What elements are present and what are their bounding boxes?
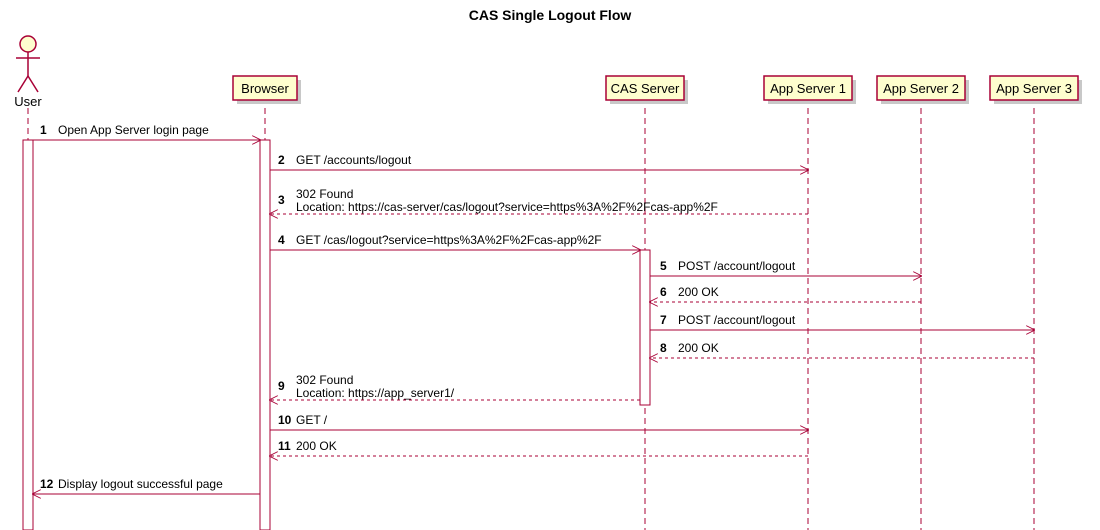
msg-num-4: 4	[278, 233, 285, 247]
msg-text-4-0: GET /cas/logout?service=https%3A%2F%2Fca…	[296, 233, 602, 247]
msg-num-2: 2	[278, 153, 285, 167]
msg-text-3-0: 302 Found	[296, 187, 353, 201]
activation-user	[23, 140, 33, 530]
msg-num-12: 12	[40, 477, 54, 491]
participant-label-a1: App Server 1	[770, 81, 846, 96]
msg-text-7-0: POST /account/logout	[678, 313, 796, 327]
participant-label-a2: App Server 2	[883, 81, 959, 96]
msg-num-11: 11	[278, 439, 291, 453]
msg-text-9-0: 302 Found	[296, 373, 353, 387]
msg-num-3: 3	[278, 193, 285, 207]
activation-brw	[260, 140, 270, 530]
msg-text-11-0: 200 OK	[296, 439, 337, 453]
participant-label-brw: Browser	[241, 81, 289, 96]
msg-num-9: 9	[278, 379, 285, 393]
participant-label-cas: CAS Server	[611, 81, 680, 96]
msg-num-5: 5	[660, 259, 667, 273]
msg-num-10: 10	[278, 413, 292, 427]
msg-text-2-0: GET /accounts/logout	[296, 153, 412, 167]
msg-text-1-0: Open App Server login page	[58, 123, 209, 137]
msg-num-7: 7	[660, 313, 667, 327]
msg-text-9-1: Location: https://app_server1/	[296, 386, 455, 400]
participant-label-user: User	[14, 94, 42, 109]
activation-cas	[640, 250, 650, 405]
msg-text-5-0: POST /account/logout	[678, 259, 796, 273]
msg-num-6: 6	[660, 285, 667, 299]
msg-text-8-0: 200 OK	[678, 341, 719, 355]
msg-text-10-0: GET /	[296, 413, 328, 427]
sequence-diagram: CAS Single Logout Flow User Browser CAS Se…	[0, 0, 1100, 530]
msg-text-3-1: Location: https://cas-server/cas/logout?…	[296, 200, 718, 214]
msg-text-12-0: Display logout successful page	[58, 477, 223, 491]
diagram-title: CAS Single Logout Flow	[469, 7, 632, 23]
msg-text-6-0: 200 OK	[678, 285, 719, 299]
msg-num-8: 8	[660, 341, 667, 355]
participant-label-a3: App Server 3	[996, 81, 1072, 96]
msg-num-1: 1	[40, 123, 47, 137]
